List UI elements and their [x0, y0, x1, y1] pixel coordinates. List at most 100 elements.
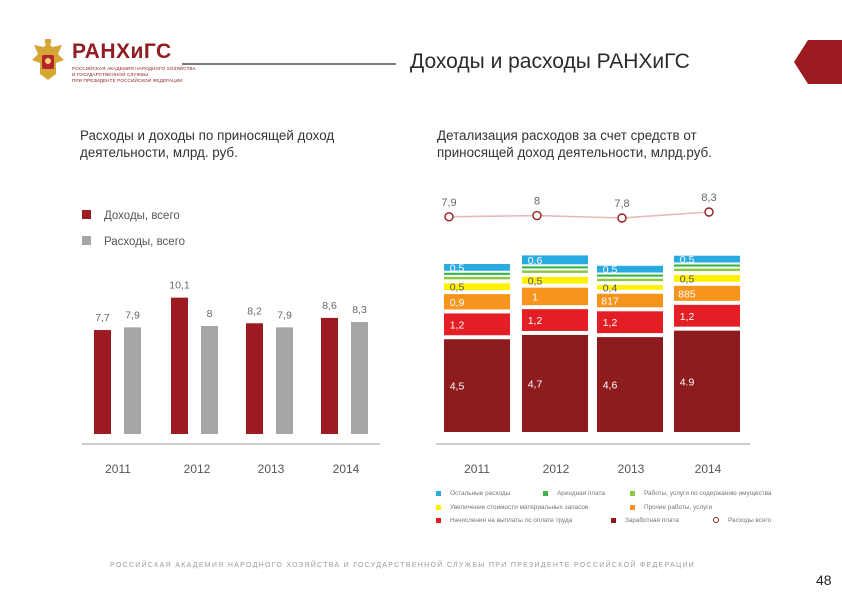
legend-swatch [436, 490, 441, 496]
bar-expenses [201, 326, 218, 434]
right-chart-title: Детализация расходов за счет средств от … [437, 128, 712, 160]
title-divider [182, 63, 396, 65]
stack-segment [444, 294, 510, 310]
legend-label: Увеличение стоимости материальных запасо… [450, 504, 589, 511]
legend-item: Заработная плата [611, 517, 679, 524]
stack-segment [674, 285, 740, 301]
legend-label-income: Доходы, всего [104, 210, 180, 222]
segment-value-label: 0,4 [603, 282, 618, 294]
corner-decoration [794, 40, 842, 84]
bar-value-label: 8,3 [352, 304, 367, 316]
legend-swatch [543, 490, 548, 496]
total-value-label: 8 [534, 196, 540, 208]
stack-segment [597, 265, 663, 273]
legend-item: Остальные расходы [436, 490, 510, 497]
logo: РАНХиГС РОССИЙСКАЯ АКАДЕМИЯ НАРОДНОГО ХО… [28, 38, 196, 88]
segment-value-label: 0,6 [528, 255, 543, 267]
total-value-label: 7,8 [614, 198, 629, 210]
left-chart-title: Расходы и доходы по приносящей доход дея… [80, 128, 335, 160]
legend-item: Начисления на выплаты по оплате труда [436, 517, 572, 524]
legend-swatch [436, 504, 441, 510]
stack-segment [444, 283, 510, 291]
legend-swatch-income [82, 210, 91, 219]
total-point [532, 210, 542, 221]
segment-value-label: 0,5 [680, 254, 695, 266]
bar-income [171, 297, 188, 434]
stack-segment [597, 285, 663, 290]
stack-segment [597, 278, 663, 282]
legend-swatch [611, 517, 616, 523]
stack-segment [674, 330, 740, 432]
legend-swatch [630, 490, 635, 496]
legend-label: Работы, услуги по содержанию имущества [644, 490, 772, 497]
legend-item: Прочие работы, услуги [630, 504, 712, 511]
segment-value-label: 4,7 [528, 378, 543, 390]
legend-label: Арендная плата [557, 490, 605, 497]
x-tick-label: 2014 [333, 462, 360, 476]
segment-value-label: 0,5 [603, 264, 618, 276]
bar-income [94, 330, 111, 434]
stack-segment [522, 309, 588, 331]
x-tick-label: 2013 [618, 462, 645, 476]
segment-value-label: 4,5 [450, 381, 465, 393]
segment-value-label: 0,9 [450, 297, 465, 309]
bar-value-label: 7,7 [95, 312, 110, 324]
legend-item: Увеличение стоимости материальных запасо… [436, 504, 588, 511]
segment-value-label: 0,5 [450, 262, 465, 274]
stack-segment [522, 334, 588, 432]
stack-segment [522, 266, 588, 269]
emblem-icon [32, 39, 64, 80]
total-value-label: 7,9 [441, 197, 456, 209]
segment-value-label: 0,5 [450, 282, 465, 294]
segment-value-label: 1,2 [450, 319, 465, 331]
stack-segment [674, 304, 740, 327]
legend-label: Прочие работы, услуги [644, 504, 713, 511]
stack-segment [597, 274, 663, 277]
bar-expenses [124, 327, 141, 434]
legend-swatch [630, 504, 635, 510]
logo-subtext-line: РОССИЙСКАЯ АКАДЕМИЯ НАРОДНОГО ХОЗЯЙСТВА [72, 66, 196, 71]
footer-org: РОССИЙСКАЯ АКАДЕМИЯ НАРОДНОГО ХОЗЯЙСТВА … [110, 562, 696, 569]
bar-value-label: 7,9 [125, 309, 140, 321]
segment-value-label: 1,2 [528, 315, 543, 327]
legend-swatch [436, 517, 441, 523]
legend-label-expenses: Расходы, всего [104, 236, 185, 248]
bar-expenses [351, 321, 368, 434]
stack-segment [444, 272, 510, 275]
page-title: Доходы и расходы РАНХиГС [410, 50, 690, 73]
bar-value-label: 10,1 [169, 280, 190, 292]
bar-income [321, 317, 338, 434]
x-tick-label: 2012 [543, 462, 570, 476]
stack-segment [597, 311, 663, 334]
x-tick-label: 2011 [105, 462, 131, 476]
segment-value-label: 0,5 [680, 273, 695, 285]
stack-segment [674, 275, 740, 282]
stack-segment [522, 255, 588, 265]
segment-value-label: 885 [678, 288, 696, 300]
x-tick-label: 2011 [464, 462, 490, 476]
total-value-label: 8,3 [701, 192, 716, 204]
segment-value-label: 1,2 [680, 311, 695, 323]
stack-segment [444, 264, 510, 271]
left-legend: Доходы, всего Расходы, всего [82, 210, 185, 248]
logo-subtext-line: ПРИ ПРЕЗИДЕНТЕ РОССИЙСКОЙ ФЕДЕРАЦИИ [72, 78, 183, 83]
legend-ring-icon [713, 517, 719, 524]
stack-segment [522, 287, 588, 306]
segment-value-label: 4,6 [603, 380, 618, 392]
stack-segment [444, 276, 510, 280]
legend-swatch-expenses [82, 236, 91, 245]
total-point [617, 213, 627, 223]
legend-item: Расходы всего [713, 517, 771, 524]
stack-segment [522, 276, 588, 284]
bar-income [246, 323, 263, 434]
stack-segment [674, 268, 740, 272]
segment-value-label: 1 [532, 291, 538, 303]
legend-label: Расходы всего [728, 517, 772, 524]
stack-segment [444, 313, 510, 336]
segment-value-label: 1,2 [603, 317, 618, 329]
segment-value-label: 0,5 [528, 275, 543, 287]
bar-value-label: 8,6 [322, 300, 337, 312]
x-tick-label: 2013 [258, 462, 285, 476]
stack-segment [597, 337, 663, 432]
